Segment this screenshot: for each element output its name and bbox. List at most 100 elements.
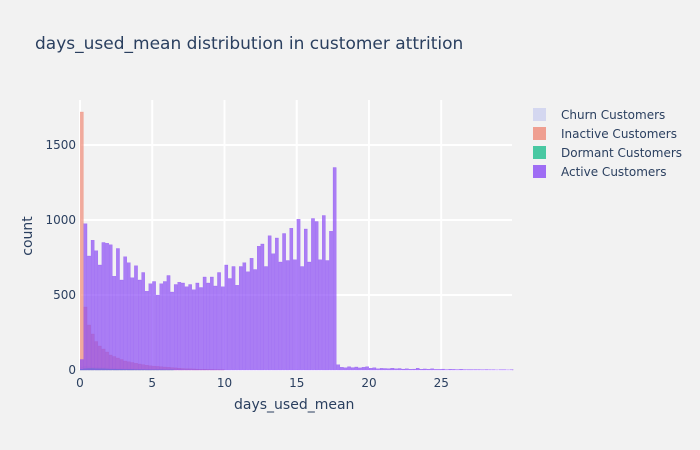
bar[interactable] [437,369,442,371]
bar[interactable] [365,366,369,371]
bar[interactable] [220,286,225,371]
bar[interactable] [141,272,145,371]
bar[interactable] [267,235,272,371]
bar[interactable] [383,368,387,371]
bar[interactable] [296,219,301,371]
bar[interactable] [289,228,294,371]
bar[interactable] [163,281,167,371]
bar[interactable] [83,223,88,371]
bar[interactable] [148,283,153,371]
bar[interactable] [318,259,322,371]
bar[interactable] [231,266,236,371]
legend[interactable]: Churn Customers Inactive Customers Dormant… [533,105,682,181]
bar[interactable] [314,221,319,371]
bar[interactable] [177,282,182,371]
bar[interactable] [354,366,359,371]
bar[interactable] [192,289,196,371]
bar[interactable] [311,218,315,371]
bar[interactable] [246,271,250,371]
bar[interactable] [155,294,160,371]
bar[interactable] [426,369,431,371]
bar[interactable] [452,369,456,371]
bar[interactable] [159,283,164,371]
bar[interactable] [260,243,265,371]
bar[interactable] [264,266,268,371]
bar[interactable] [282,233,286,371]
bar[interactable] [101,242,106,371]
bar[interactable] [173,284,178,371]
bar[interactable] [181,282,185,371]
bar[interactable] [105,243,109,371]
bar[interactable] [224,264,229,371]
bar[interactable] [303,228,308,371]
bar[interactable] [137,279,142,371]
bar[interactable] [340,367,344,371]
bar[interactable] [369,368,373,371]
bar[interactable] [253,269,257,371]
bar[interactable] [98,264,102,371]
legend-item[interactable]: Inactive Customers [533,124,682,143]
bar[interactable] [123,256,127,371]
bar[interactable] [343,367,348,371]
bar[interactable] [405,368,409,371]
bar[interactable] [350,367,355,371]
bar[interactable] [293,259,297,371]
bar[interactable] [285,260,290,371]
bar[interactable] [347,366,351,371]
bar[interactable] [166,275,171,371]
bar[interactable] [394,368,398,371]
bar[interactable] [379,368,384,371]
bar[interactable] [459,369,463,371]
bar[interactable] [275,237,279,371]
bar[interactable] [358,367,362,371]
bar[interactable] [130,277,135,371]
bar[interactable] [127,262,131,371]
bar[interactable] [116,248,120,371]
bar[interactable] [329,231,333,371]
bar[interactable] [134,265,138,371]
legend-item[interactable]: Active Customers [533,162,682,181]
bar[interactable] [80,359,84,371]
bar[interactable] [322,215,326,371]
bar[interactable] [278,261,283,371]
legend-item[interactable]: Dormant Customers [533,143,682,162]
legend-item[interactable]: Churn Customers [533,105,682,124]
bar[interactable] [307,261,312,371]
bar[interactable] [210,276,214,371]
bar[interactable] [217,272,221,371]
bar[interactable] [448,369,452,371]
bar[interactable] [206,282,210,371]
bar[interactable] [213,285,218,371]
bar[interactable] [332,167,337,371]
bar[interactable] [170,291,174,371]
bar[interactable] [397,368,402,371]
bar[interactable] [94,250,99,371]
bar[interactable] [112,276,117,371]
bar[interactable] [90,240,95,371]
bar[interactable] [372,367,377,371]
bar[interactable] [119,279,124,371]
bar[interactable] [441,368,445,371]
bar[interactable] [376,368,380,371]
bar[interactable] [249,258,254,371]
bar[interactable] [325,260,330,371]
bar[interactable] [80,111,84,371]
bar[interactable] [390,368,395,371]
bar[interactable] [235,285,239,371]
bar[interactable] [145,291,149,371]
bar[interactable] [152,281,156,371]
bar[interactable] [87,255,91,371]
bar[interactable] [228,278,232,371]
bar[interactable] [242,262,247,371]
bar[interactable] [238,266,243,371]
bar[interactable] [195,282,200,371]
bar[interactable] [412,368,416,371]
bar[interactable] [257,246,261,371]
bar[interactable] [336,364,341,371]
bar[interactable] [184,286,189,371]
bar[interactable] [199,287,203,371]
bar[interactable] [361,367,366,371]
bar[interactable] [387,368,391,371]
bar[interactable] [408,369,413,371]
bar[interactable] [401,368,406,371]
